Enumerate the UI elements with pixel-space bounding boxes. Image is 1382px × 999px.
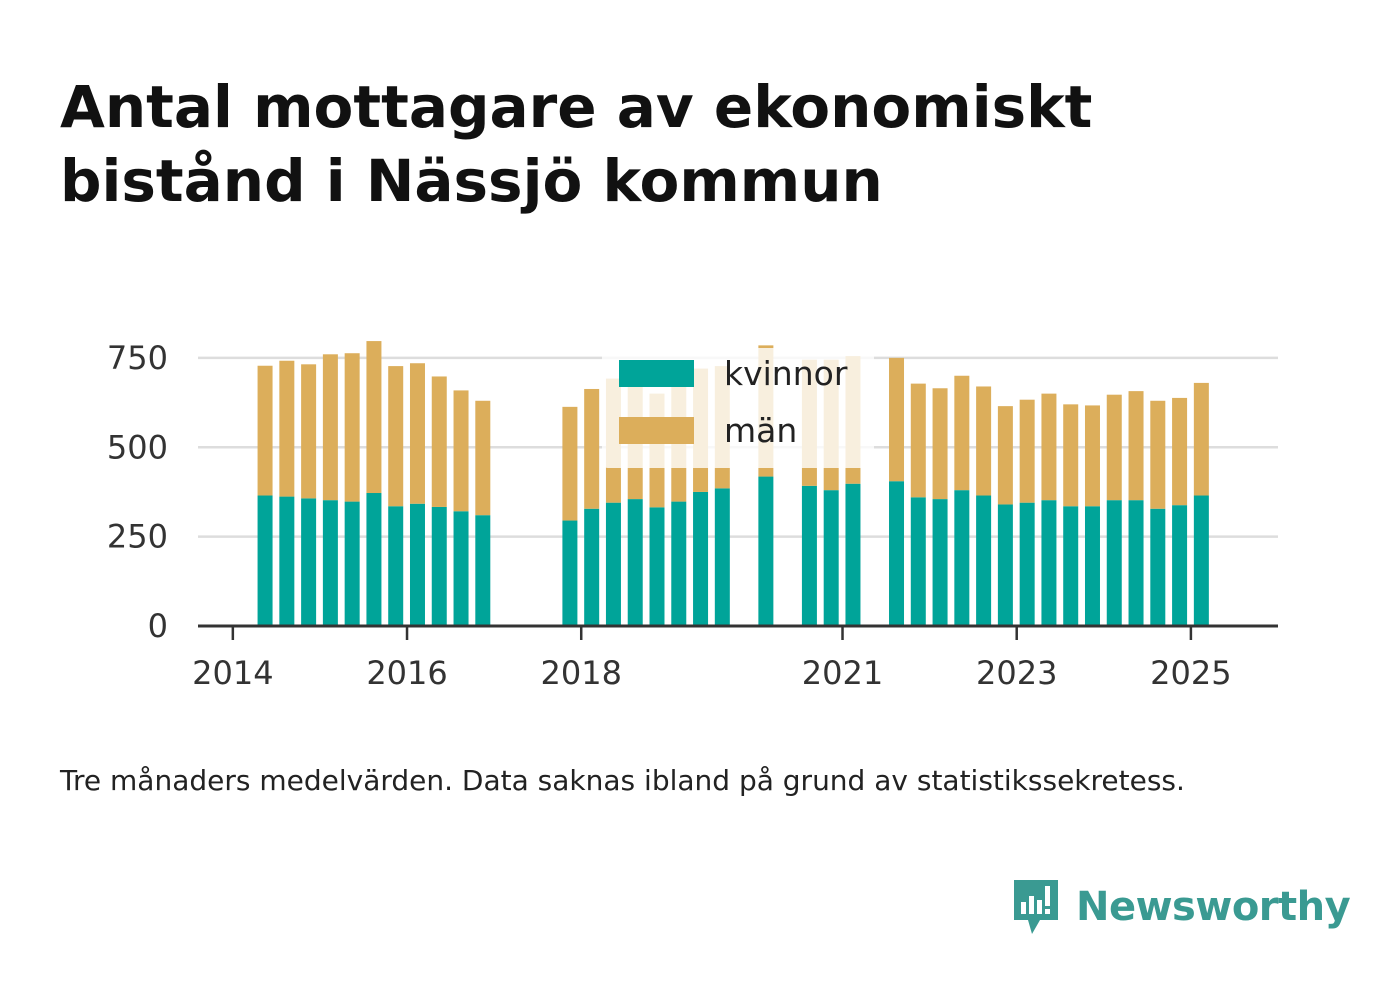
legend-label: kvinnor: [724, 354, 848, 393]
bar-man: [1041, 393, 1057, 501]
bar-kvinnor: [627, 499, 643, 626]
bar-kvinnor: [1193, 495, 1209, 626]
bar-man: [562, 406, 578, 521]
bar-man: [279, 360, 295, 497]
bar-kvinnor: [388, 506, 404, 626]
y-tick-label: 500: [107, 428, 168, 466]
bar-kvinnor: [801, 485, 817, 626]
bar-kvinnor: [976, 495, 992, 626]
legend-label: män: [724, 411, 797, 450]
bar-kvinnor: [584, 508, 600, 626]
bar-kvinnor: [997, 504, 1013, 626]
bar-man: [1019, 399, 1035, 503]
bar-kvinnor: [257, 495, 273, 626]
bar-kvinnor: [714, 488, 730, 626]
bar-kvinnor: [649, 507, 665, 626]
y-tick-label: 0: [148, 607, 168, 645]
newsworthy-logo-icon: [1014, 880, 1058, 934]
bar-kvinnor: [475, 515, 491, 626]
bar-man: [1193, 382, 1209, 496]
bar-man: [257, 365, 273, 496]
bar-man: [1084, 405, 1100, 507]
bar-kvinnor: [322, 500, 338, 626]
bar-kvinnor: [1084, 506, 1100, 626]
bar-kvinnor: [301, 498, 317, 626]
bar-man: [889, 357, 905, 482]
y-tick-label: 750: [107, 339, 168, 377]
brand-logo[interactable]: Newsworthy: [1010, 876, 1351, 938]
bar-man: [344, 353, 360, 502]
bar-kvinnor: [1041, 500, 1057, 626]
bar-kvinnor: [453, 511, 469, 626]
bar-man: [910, 383, 926, 498]
bar-man: [431, 376, 447, 507]
bar-kvinnor: [1106, 500, 1122, 626]
bar-kvinnor: [910, 497, 926, 626]
bar-kvinnor: [954, 490, 970, 626]
footnote: Tre månaders medelvärden. Data saknas ib…: [60, 764, 1185, 797]
bar-kvinnor: [1150, 508, 1166, 626]
bar-man: [366, 341, 382, 494]
bar-man: [932, 388, 948, 500]
bar-man: [409, 363, 425, 504]
bar-kvinnor: [366, 493, 382, 626]
bar-kvinnor: [431, 506, 447, 626]
brand-name: Newsworthy: [1076, 884, 1351, 930]
bar-man: [388, 366, 404, 507]
bar-kvinnor: [279, 496, 295, 626]
bar-kvinnor: [1019, 502, 1035, 626]
x-axis: 2014 2016 2018 2021 2023 2025: [192, 624, 1278, 692]
bar-man: [1172, 397, 1188, 506]
bar-kvinnor: [671, 501, 687, 626]
bar-kvinnor: [1172, 505, 1188, 626]
x-tick-label: 2014: [192, 654, 273, 692]
x-tick-label: 2023: [976, 654, 1057, 692]
bar-man: [1063, 404, 1079, 507]
bar-man: [997, 406, 1013, 505]
x-tick-label: 2021: [802, 654, 883, 692]
bar-man: [301, 364, 317, 499]
bar-man: [954, 375, 970, 491]
x-tick-label: 2016: [366, 654, 447, 692]
bar-man: [976, 386, 992, 496]
x-tick-label: 2025: [1150, 654, 1231, 692]
x-tick-label: 2018: [541, 654, 622, 692]
bar-kvinnor: [845, 483, 861, 626]
bar-man: [1128, 391, 1144, 501]
y-tick-label: 250: [107, 518, 168, 556]
bar-kvinnor: [1063, 506, 1079, 626]
legend-swatch: [619, 417, 694, 444]
bar-man: [1106, 394, 1122, 501]
bar-kvinnor: [889, 481, 905, 626]
legend: kvinnor män: [602, 348, 874, 468]
bar-kvinnor: [409, 503, 425, 626]
bar-kvinnor: [693, 491, 709, 626]
bar-kvinnor: [932, 499, 948, 626]
bar-man: [475, 400, 491, 516]
bar-kvinnor: [605, 502, 621, 626]
bar-kvinnor: [1128, 500, 1144, 626]
bar-man: [453, 390, 469, 512]
bar-kvinnor: [758, 476, 774, 626]
chart-title: Antal mottagare av ekonomiskt bistånd i …: [60, 73, 1093, 215]
bar-kvinnor: [562, 520, 578, 626]
legend-swatch: [619, 360, 694, 387]
bar-kvinnor: [344, 501, 360, 626]
bar-man: [322, 354, 338, 501]
y-tick-labels: 0 250 500 750: [107, 339, 168, 645]
bar-kvinnor: [823, 490, 839, 626]
bar-man: [584, 388, 600, 509]
bar-man: [1150, 400, 1166, 509]
